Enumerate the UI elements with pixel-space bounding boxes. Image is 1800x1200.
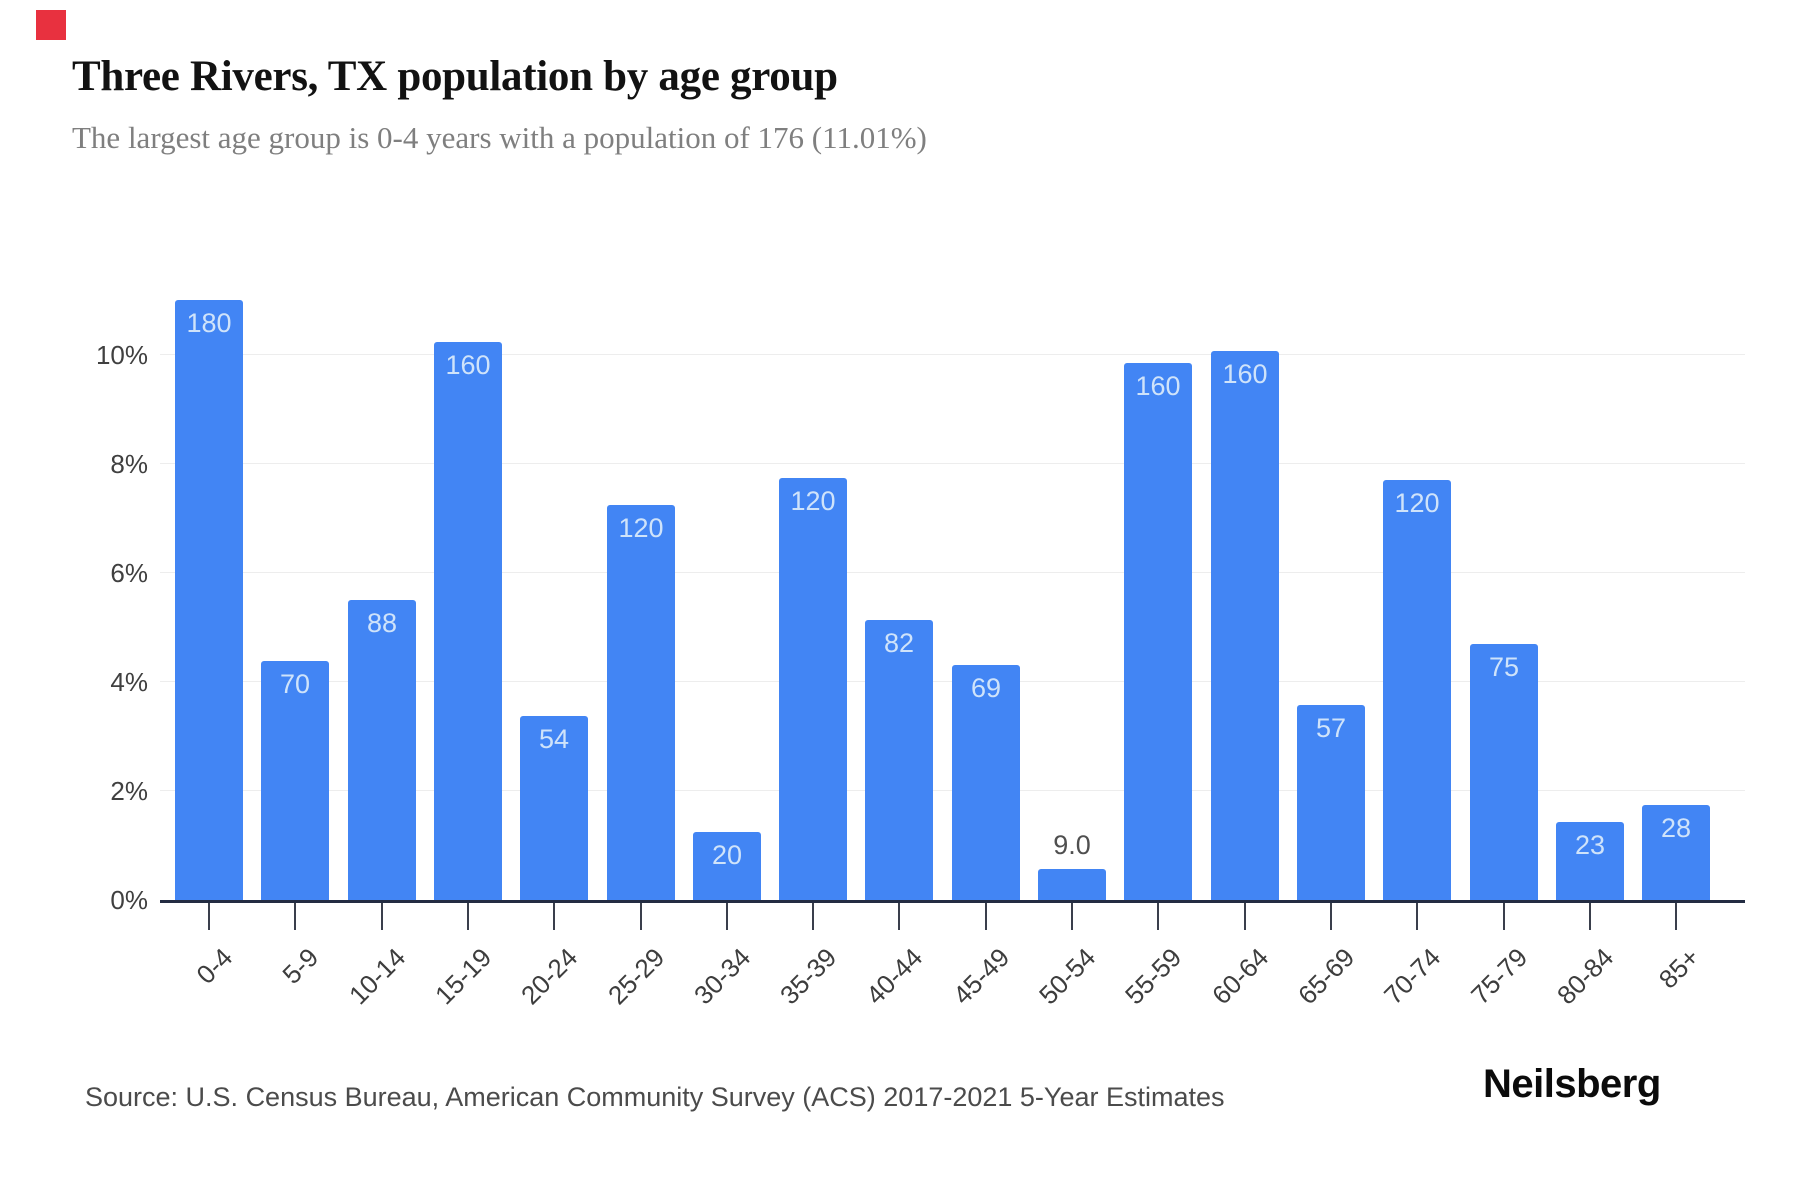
bar-70-74: 120 xyxy=(1383,480,1451,900)
x-tick xyxy=(381,903,383,930)
x-tick xyxy=(985,903,987,930)
x-tick-label: 75-79 xyxy=(1464,942,1534,1011)
bar-value-label: 120 xyxy=(618,513,664,543)
x-tick-label: 85+ xyxy=(1652,942,1706,995)
x-tick xyxy=(1244,903,1246,930)
bar-65-69: 57 xyxy=(1297,705,1365,900)
bar-value-label: 57 xyxy=(1315,713,1347,743)
bar-5-9: 70 xyxy=(261,661,329,900)
gridline xyxy=(160,354,1745,355)
x-tick xyxy=(467,903,469,930)
bar-value-label: 23 xyxy=(1574,830,1606,860)
x-tick xyxy=(553,903,555,930)
x-tick xyxy=(1589,903,1591,930)
bar-55-59: 160 xyxy=(1124,363,1192,900)
bar-value-label: 54 xyxy=(538,724,570,754)
x-tick-label: 15-19 xyxy=(428,942,498,1011)
x-tick-label: 25-29 xyxy=(601,942,671,1011)
bar-value-label: 20 xyxy=(711,840,743,870)
x-tick xyxy=(1330,903,1332,930)
x-tick xyxy=(208,903,210,930)
chart-subtitle: The largest age group is 0-4 years with … xyxy=(72,120,927,155)
y-tick-label: 8% xyxy=(110,449,148,479)
bar-value-label: 160 xyxy=(445,350,491,380)
bar-value-label: 160 xyxy=(1135,371,1181,401)
y-tick-label: 6% xyxy=(110,558,148,588)
y-tick-label: 4% xyxy=(110,667,148,697)
x-tick-label: 70-74 xyxy=(1377,942,1447,1011)
bar-40-44: 82 xyxy=(865,620,933,900)
x-tick xyxy=(640,903,642,930)
x-tick-label: 45-49 xyxy=(946,942,1016,1011)
bar-80-84: 23 xyxy=(1556,822,1624,900)
y-tick-label: 10% xyxy=(95,340,148,370)
x-tick-label: 20-24 xyxy=(514,942,584,1011)
bar-value-label: 82 xyxy=(883,628,915,658)
bar-value-label: 120 xyxy=(1394,488,1440,518)
source-attribution: Source: U.S. Census Bureau, American Com… xyxy=(85,1082,1225,1112)
bar-value-label: 28 xyxy=(1660,813,1692,843)
bar-20-24: 54 xyxy=(520,716,588,900)
x-tick-label: 30-34 xyxy=(687,942,757,1011)
bar-value-label: 160 xyxy=(1222,359,1268,389)
x-tick xyxy=(1503,903,1505,930)
y-tick-label: 2% xyxy=(110,776,148,806)
x-tick-label: 60-64 xyxy=(1205,942,1275,1011)
y-tick-label: 0% xyxy=(110,885,148,915)
bar-value-label: 69 xyxy=(970,673,1002,703)
bar-25-29: 120 xyxy=(607,505,675,900)
x-tick xyxy=(726,903,728,930)
x-tick-label: 80-84 xyxy=(1550,942,1620,1011)
bar-75-79: 75 xyxy=(1470,644,1538,900)
x-tick xyxy=(1675,903,1677,930)
gridline xyxy=(160,572,1745,573)
chart-title: Three Rivers, TX population by age group xyxy=(72,53,838,100)
x-tick-label: 5-9 xyxy=(276,942,325,990)
bar-15-19: 160 xyxy=(434,342,502,900)
x-tick xyxy=(812,903,814,930)
bar-85+: 28 xyxy=(1642,805,1710,900)
x-tick xyxy=(898,903,900,930)
bar-value-label: 75 xyxy=(1488,652,1520,682)
bar-50-54: 9.0 xyxy=(1038,830,1106,900)
bar-60-64: 160 xyxy=(1211,351,1279,900)
bar-value-label: 88 xyxy=(366,608,398,638)
bar-value-label: 70 xyxy=(279,669,311,699)
brand-wordmark: Neilsberg xyxy=(1483,1062,1661,1106)
x-tick-label: 65-69 xyxy=(1291,942,1361,1011)
bar-0-4: 180 xyxy=(175,300,243,900)
plot-area: 180 70 88 160 54 120 20 120 82 69 9.0 160 160 57 120 75… xyxy=(160,270,1745,903)
bar-10-14: 88 xyxy=(348,600,416,900)
bar-35-39: 120 xyxy=(779,478,847,900)
x-tick-label: 50-54 xyxy=(1032,942,1102,1011)
x-tick-label: 40-44 xyxy=(859,942,929,1011)
x-tick xyxy=(1071,903,1073,930)
bar-45-49: 69 xyxy=(952,665,1020,900)
x-tick-label: 10-14 xyxy=(342,942,412,1011)
x-tick-label: 35-39 xyxy=(773,942,843,1011)
x-tick-label: 0-4 xyxy=(190,942,239,990)
x-tick-label: 55-59 xyxy=(1118,942,1188,1011)
bar-value-label: 180 xyxy=(186,308,232,338)
gridline xyxy=(160,463,1745,464)
bar-value-label: 120 xyxy=(790,486,836,516)
x-tick xyxy=(1416,903,1418,930)
x-tick xyxy=(294,903,296,930)
bar-30-34: 20 xyxy=(693,832,761,900)
bar-value-label-outside: 9.0 xyxy=(1053,830,1091,860)
x-tick xyxy=(1157,903,1159,930)
brand-logo-square xyxy=(36,10,66,40)
